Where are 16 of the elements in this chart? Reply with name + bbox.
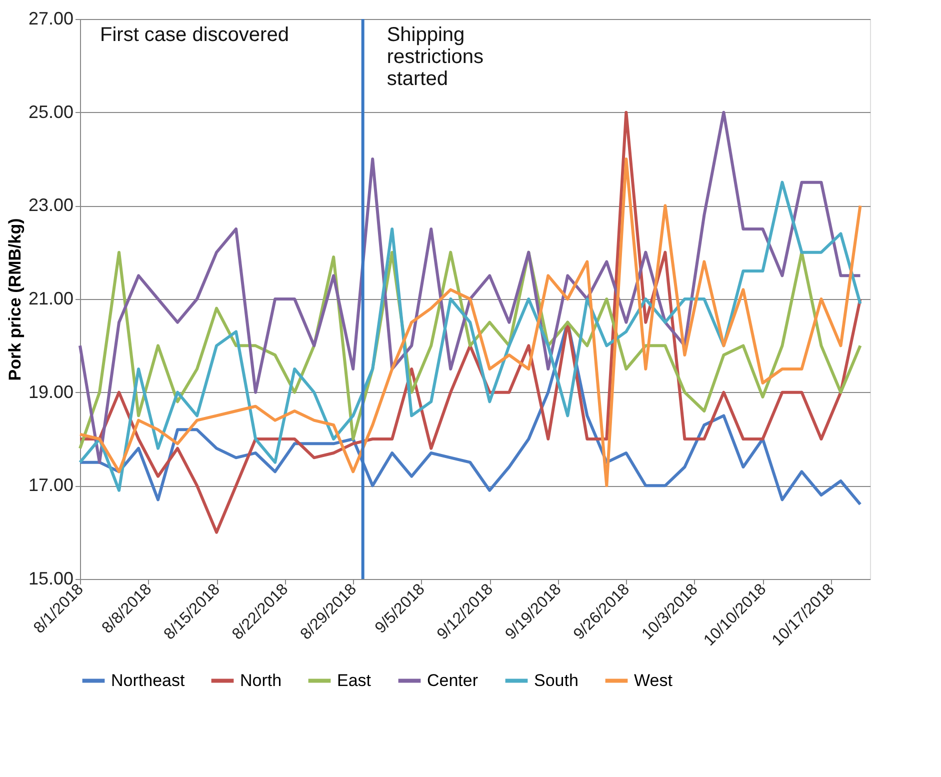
y-tick-label: 23.00 (28, 195, 74, 216)
ref-line-label: Shipping restrictions started (386, 24, 484, 90)
legend-label: Northeast (111, 670, 185, 690)
y-tick-label: 21.00 (28, 288, 74, 308)
legend-label: East (337, 670, 372, 690)
y-tick-label: 19.00 (28, 382, 74, 402)
legend-label: South (534, 670, 578, 690)
y-tick-label: 27.00 (28, 8, 74, 28)
y-tick-label: 17.00 (28, 475, 74, 496)
annotation: First case discovered (100, 24, 289, 46)
legend-label: West (634, 670, 673, 690)
legend-label: North (240, 670, 282, 690)
legend-label: Center (427, 670, 478, 690)
line-series (78, 110, 862, 464)
y-axis-title: Pork price (RMB/kg) (5, 218, 24, 381)
y-tick-label: 25.00 (28, 102, 74, 122)
